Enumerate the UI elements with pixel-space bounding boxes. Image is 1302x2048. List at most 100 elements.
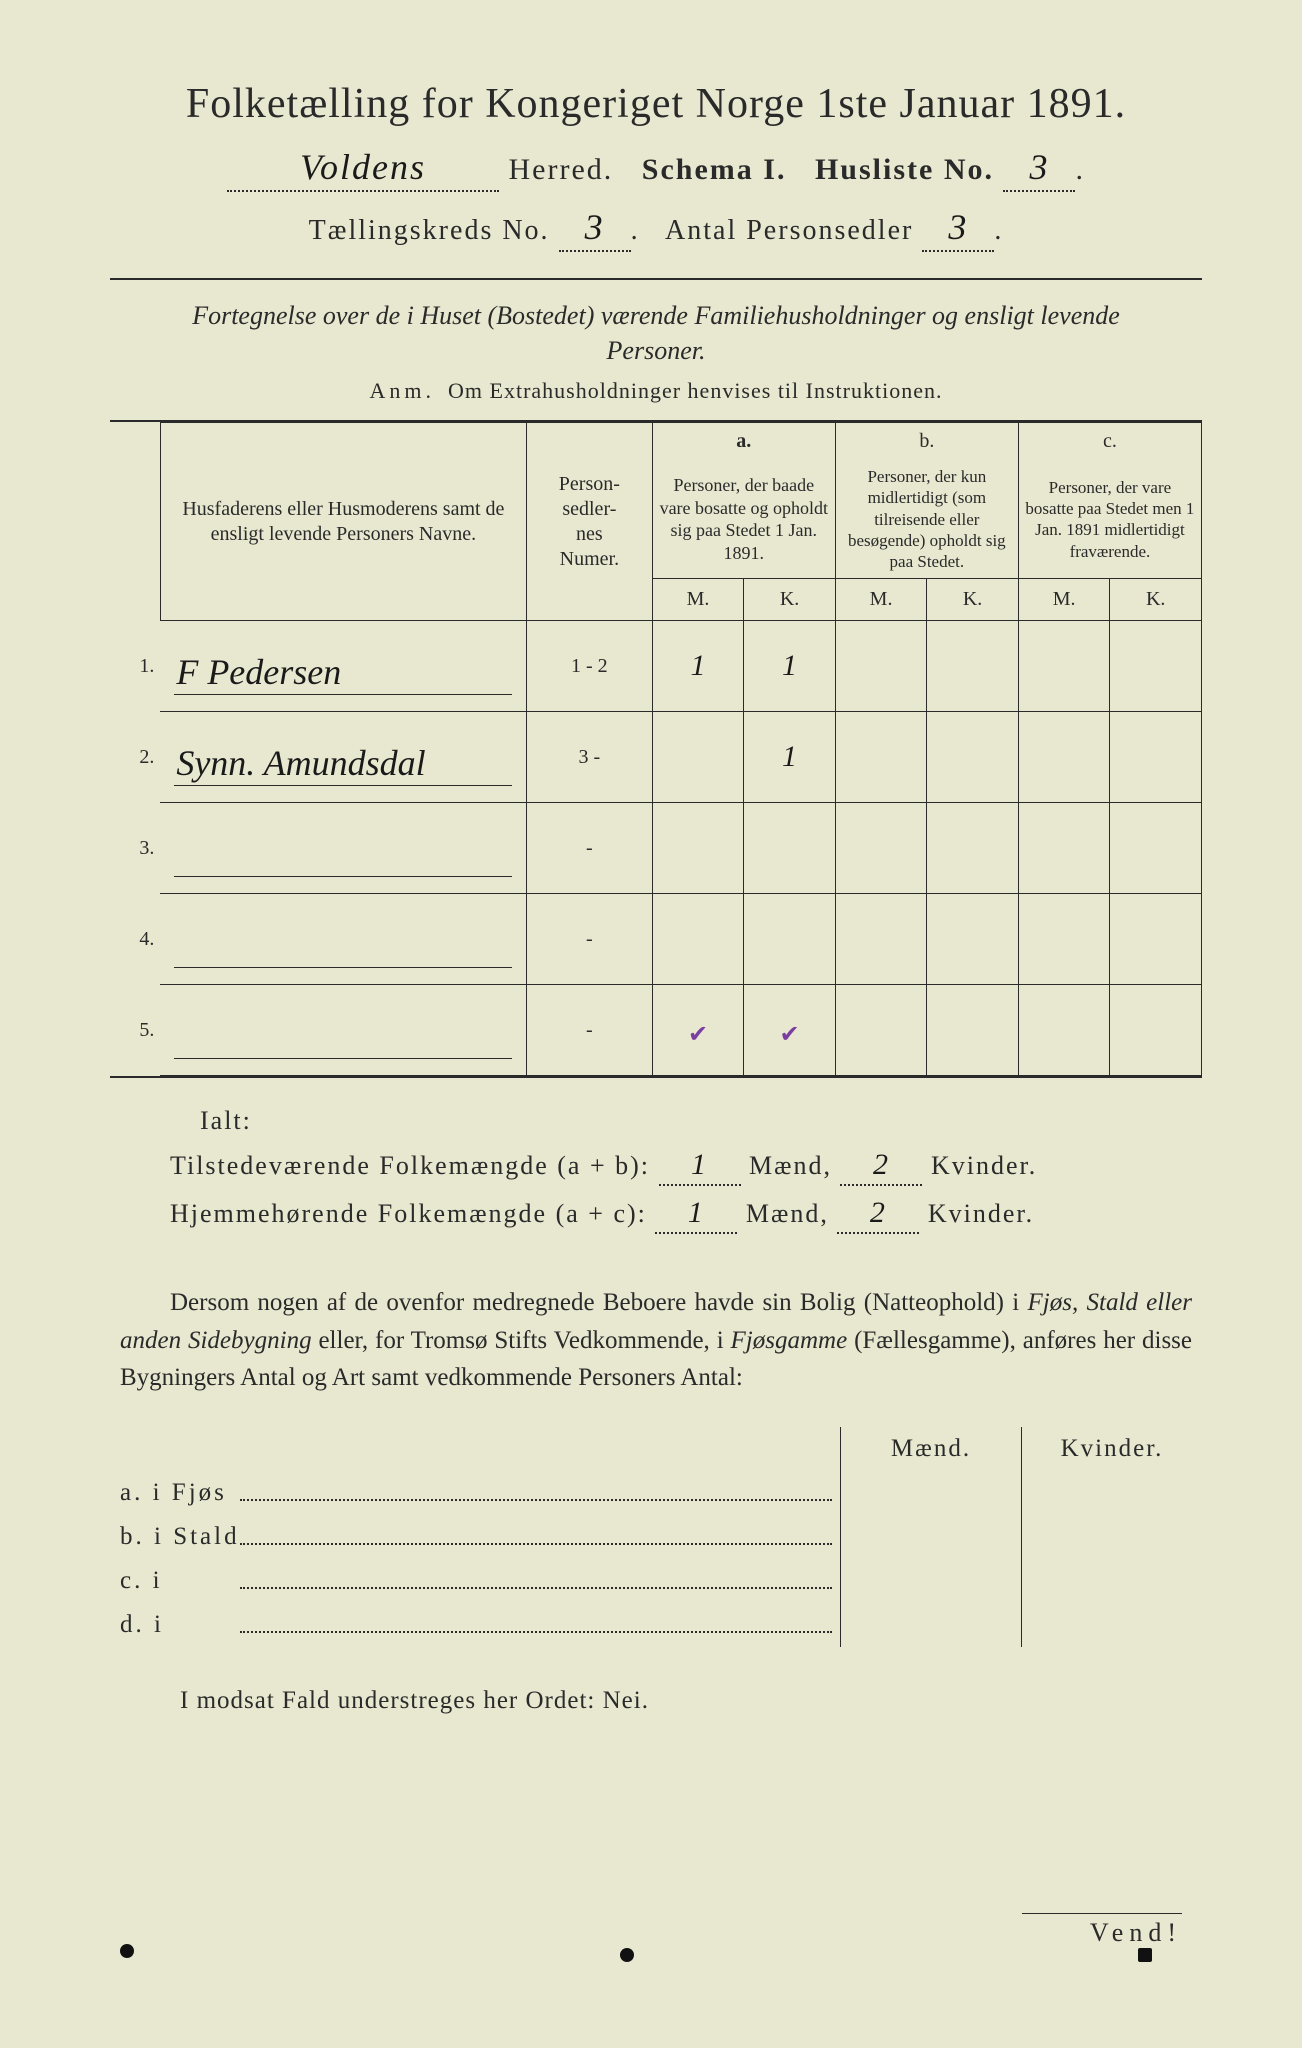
building-row: d. i (110, 1603, 1202, 1647)
th-col-b-label: b. (835, 423, 1018, 461)
table-row: 5.-✔✔ (110, 985, 1202, 1076)
count-cell (835, 985, 927, 1076)
buildings-table: Mænd. Kvinder. a. i Fjøsb. i Staldc. id.… (110, 1427, 1202, 1647)
count-cell (927, 712, 1019, 803)
bldg-blank (110, 1427, 240, 1471)
table-row: 2.Synn. Amundsdal3 -1 (110, 712, 1202, 803)
col-a-label: a. (736, 430, 751, 452)
count-cell (1018, 803, 1110, 894)
count-cell (652, 712, 744, 803)
kvinder-label-2: Kvinder. (928, 1199, 1034, 1228)
bldg-header-row: Mænd. Kvinder. (110, 1427, 1202, 1471)
numer-cell: 1 - 2 (526, 621, 652, 712)
census-table: Husfaderens eller Husmoderens samt de en… (110, 422, 1202, 1076)
bldg-k (1022, 1559, 1203, 1603)
tilstede-m: 1 (659, 1148, 741, 1186)
husliste-no-field: 3 (1003, 146, 1075, 192)
bldg-blank2 (240, 1427, 841, 1471)
vend-text: Vend! (1022, 1918, 1182, 1948)
bldg-lead: c. i (110, 1559, 240, 1603)
bldg-kvinder-header: Kvinder. (1022, 1427, 1203, 1471)
numer-cell: - (526, 803, 652, 894)
th-a-m: M. (652, 579, 744, 621)
name-value: Synn. Amundsdal (176, 742, 510, 784)
punch-hole-icon (1138, 1948, 1152, 1962)
hjemme-label: Hjemmehørende Folkemængde (a + c): (170, 1199, 647, 1228)
row-number: 3. (110, 803, 160, 894)
hjemme-m: 1 (655, 1196, 737, 1234)
vend-rule (1022, 1913, 1182, 1914)
bldg-dots (240, 1515, 841, 1559)
anm-text: Om Extrahusholdninger henvises til Instr… (448, 378, 942, 403)
th-blank (110, 423, 160, 621)
name-value: F Pedersen (176, 651, 510, 693)
count-cell (835, 621, 927, 712)
th-col-c-text: Personer, der vare bosatte paa Stedet me… (1018, 460, 1201, 579)
table-header: Husfaderens eller Husmoderens samt de en… (110, 423, 1202, 621)
name-cell (160, 985, 526, 1076)
count-cell (835, 803, 927, 894)
bldg-dots (240, 1559, 841, 1603)
bldg-m (841, 1603, 1022, 1647)
th-col-b-text: Personer, der kun midlertidigt (som tilr… (835, 460, 1018, 579)
vend-wrapper: Vend! (1022, 1913, 1182, 1948)
table-row: 4.- (110, 894, 1202, 985)
count-cell (1018, 712, 1110, 803)
kreds-no-field: 3 (559, 206, 631, 252)
bldg-k (1022, 1603, 1203, 1647)
tilstede-label: Tilstedeværende Folkemængde (a + b): (170, 1151, 650, 1180)
row-number: 1. (110, 621, 160, 712)
th-a-k: K. (744, 579, 836, 621)
anm-label: Anm. (370, 378, 436, 403)
building-row: a. i Fjøs (110, 1471, 1202, 1515)
numer-cell: - (526, 985, 652, 1076)
row-number: 4. (110, 894, 160, 985)
kvinder-label-1: Kvinder. (931, 1151, 1037, 1180)
th-c-m: M. (1018, 579, 1110, 621)
th-col-a-text: Personer, der baade vare bosatte og opho… (652, 460, 835, 579)
bldg-k (1022, 1515, 1203, 1559)
name-cell: Synn. Amundsdal (160, 712, 526, 803)
bldg-maend-header: Mænd. (841, 1427, 1022, 1471)
schema-label: Schema I. (642, 153, 787, 186)
count-cell (1018, 621, 1110, 712)
count-cell: ✔ (652, 985, 744, 1076)
bldg-m (841, 1471, 1022, 1515)
table-row: 1.F Pedersen1 - 211 (110, 621, 1202, 712)
th-col-c-label: c. (1018, 423, 1201, 461)
col-c-label: c. (1103, 430, 1117, 452)
anm-line: Anm. Om Extrahusholdninger henvises til … (110, 378, 1202, 404)
th-b-m: M. (835, 579, 927, 621)
tilstede-line: Tilstedeværende Folkemængde (a + b): 1 M… (170, 1148, 1202, 1186)
bldg-k (1022, 1471, 1203, 1515)
punch-hole-icon (620, 1948, 634, 1962)
th-numer: Person- sedler- nes Numer. (526, 423, 652, 621)
census-table-wrapper: Husfaderens eller Husmoderens samt de en… (110, 420, 1202, 1078)
header-line-3: Tællingskreds No. 3. Antal Personsedler … (110, 206, 1202, 252)
name-cell (160, 803, 526, 894)
ialt-label: Ialt: (200, 1106, 1202, 1136)
count-cell: 1 (744, 621, 836, 712)
bldg-m (841, 1559, 1022, 1603)
count-cell (1110, 894, 1202, 985)
tick-mark-icon: ✔ (750, 1020, 829, 1049)
divider (110, 278, 1202, 280)
name-cell (160, 894, 526, 985)
page-title: Folketælling for Kongeriget Norge 1ste J… (110, 80, 1202, 128)
count-cell (1110, 621, 1202, 712)
th-b-k: K. (927, 579, 1019, 621)
maend-label-2: Mænd, (746, 1199, 829, 1228)
th-c-k: K. (1110, 579, 1202, 621)
name-cell: F Pedersen (160, 621, 526, 712)
count-cell (744, 894, 836, 985)
description-text: Fortegnelse over de i Huset (Bostedet) v… (140, 298, 1172, 368)
herred-name-field: Voldens (227, 146, 499, 192)
table-row: 3. - (110, 803, 1202, 894)
kreds-label: Tællingskreds No. (309, 215, 550, 246)
count-cell (1110, 985, 1202, 1076)
count-cell (744, 803, 836, 894)
bldg-dots (240, 1603, 841, 1647)
count-cell: ✔ (744, 985, 836, 1076)
bldg-m (841, 1515, 1022, 1559)
count-cell (1110, 712, 1202, 803)
